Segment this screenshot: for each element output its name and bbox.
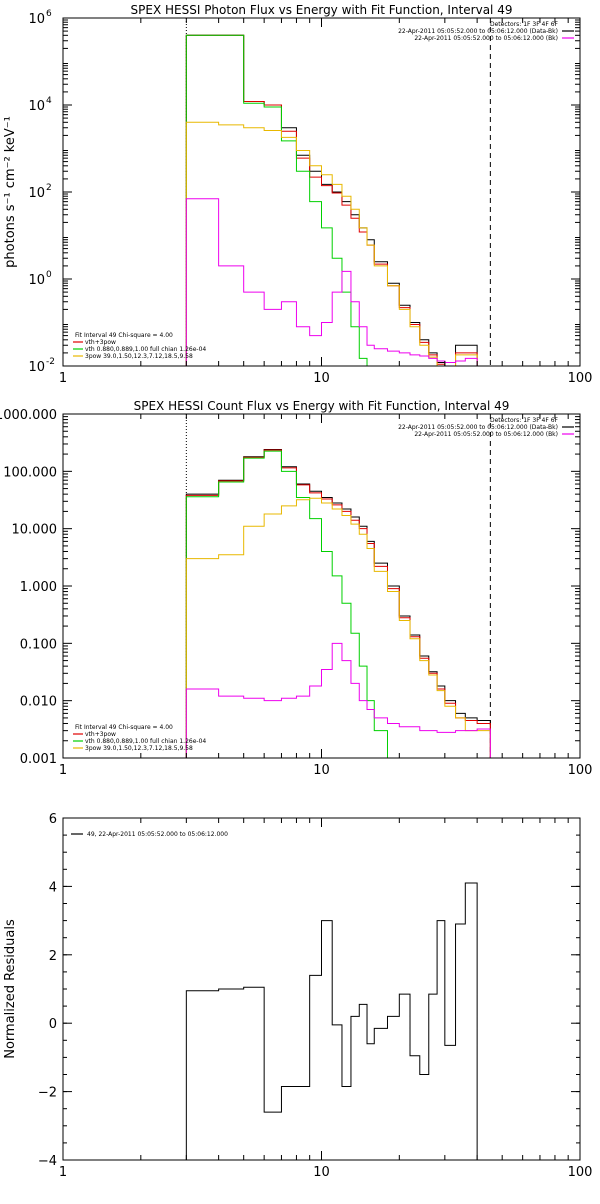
plot-frame (62, 413, 581, 759)
legend-entry: Fit Interval 49 Chi-square = 4.00 (75, 332, 173, 339)
series-line-bk (185, 198, 478, 366)
chart-title: SPEX HESSI Photon Flux vs Energy with Fi… (131, 3, 513, 17)
legend-entry: 3pow 39.0,1.50,12.3,7.12,18.5,9.58 (85, 745, 193, 752)
y-tick-label: 10 (28, 12, 45, 27)
legend-entry: 22-Apr-2011 05:05:52.000 to 05:06:12.000… (414, 431, 558, 438)
y-tick-label: 1000.000 (0, 408, 57, 423)
y-tick-label: 0.010 (20, 695, 57, 710)
y-tick-label: 10.000 (12, 523, 58, 538)
legend-entry: Detectors: 1F 3F 4F 6F (490, 417, 559, 424)
x-tick-label: 10 (313, 763, 330, 778)
series-line-vth (185, 450, 491, 758)
y-tick-label: 10 (28, 273, 45, 288)
y-tick-label: 10 (28, 360, 45, 375)
series-line-3pow (185, 497, 491, 758)
x-tick-label: 100 (568, 1165, 593, 1180)
x-tick-label: 1 (59, 1165, 67, 1180)
y-tick-label: 10 (28, 186, 45, 201)
y-tick-label: −4 (38, 1154, 57, 1169)
legend-top-left: 49, 22-Apr-2011 05:05:52.000 to 05:06:12… (71, 831, 228, 838)
y-tick-label: 2 (49, 949, 57, 964)
chart-title: SPEX HESSI Count Flux vs Energy with Fit… (134, 399, 510, 413)
legend-entry: 22-Apr-2011 05:05:52.000 to 05:06:12.000… (414, 35, 558, 42)
y-tick-label: 0 (49, 1017, 57, 1032)
legend-entry: Detectors: 1F 3F 4F 6F (490, 21, 559, 28)
y-tick-label: 6 (49, 812, 57, 827)
y-tick-exponent: 4 (46, 96, 52, 106)
panel-3: 1 10 100 −4 −2 0 2 4 6 Normalized Residuals 49, 22… (3, 812, 592, 1180)
series-line-vth-3pow (185, 449, 491, 758)
y-tick-exponent: 0 (46, 270, 52, 280)
x-tick-label: 10 (313, 1165, 330, 1180)
y-tick-label: −2 (38, 1086, 57, 1101)
y-axis-label: Normalized Residuals (3, 919, 18, 1059)
legend-entry: vth+3pow (85, 339, 116, 346)
plot-frame (62, 17, 581, 367)
y-axis-label: photons s⁻¹ cm⁻² keV⁻¹ (3, 116, 18, 268)
panel-2: SPEX HESSI Count Flux vs Energy with Fit… (0, 399, 592, 778)
x-tick-label: 100 (568, 763, 593, 778)
panel-1: SPEX HESSI Photon Flux vs Energy with Fi… (3, 3, 592, 386)
plot-frame (62, 817, 581, 1161)
legend-entry: vth 0.880,0.889,1.00 full chian 1.26e-04 (85, 346, 206, 353)
x-tick-label: 1 (59, 371, 67, 386)
series-line-3pow (185, 121, 478, 366)
x-tick-label: 100 (568, 371, 593, 386)
legend-bottom-left: Fit Interval 49 Chi-square = 4.00vth+3po… (73, 724, 206, 752)
y-tick-label: 1.000 (20, 580, 57, 595)
y-tick-exponent: 6 (46, 9, 52, 19)
legend-entry: 3pow 39.0,1.50,12.3,7.12,18.5,9.58 (85, 353, 193, 360)
x-tick-label: 1 (59, 763, 67, 778)
y-tick-label: 10 (28, 99, 45, 114)
legend-entry: 22-Apr-2011 05:05:52.000 to 05:06:12.000… (398, 28, 558, 35)
y-tick-label: 4 (49, 880, 57, 895)
y-tick-label: 100.000 (3, 465, 57, 480)
series-line-data-bk (185, 449, 491, 758)
legend-entry: 49, 22-Apr-2011 05:05:52.000 to 05:06:12… (87, 831, 228, 838)
series-line-residuals (185, 882, 478, 1160)
legend-entry: Fit Interval 49 Chi-square = 4.00 (75, 724, 173, 731)
y-tick-exponent: -2 (46, 357, 55, 367)
series-line-bk (185, 642, 491, 758)
y-tick-label: 0.001 (20, 752, 57, 767)
y-tick-exponent: 2 (46, 183, 52, 193)
y-tick-label: 0.100 (20, 637, 57, 652)
legend-entry: 22-Apr-2011 05:05:52.000 to 05:06:12.000… (398, 424, 558, 431)
legend-bottom-left: Fit Interval 49 Chi-square = 4.00vth+3po… (73, 332, 206, 360)
legend-entry: vth+3pow (85, 731, 116, 738)
x-tick-label: 10 (313, 371, 330, 386)
legend-entry: vth 0.880,0.889,1.00 full chian 1.26e-04 (85, 738, 206, 745)
